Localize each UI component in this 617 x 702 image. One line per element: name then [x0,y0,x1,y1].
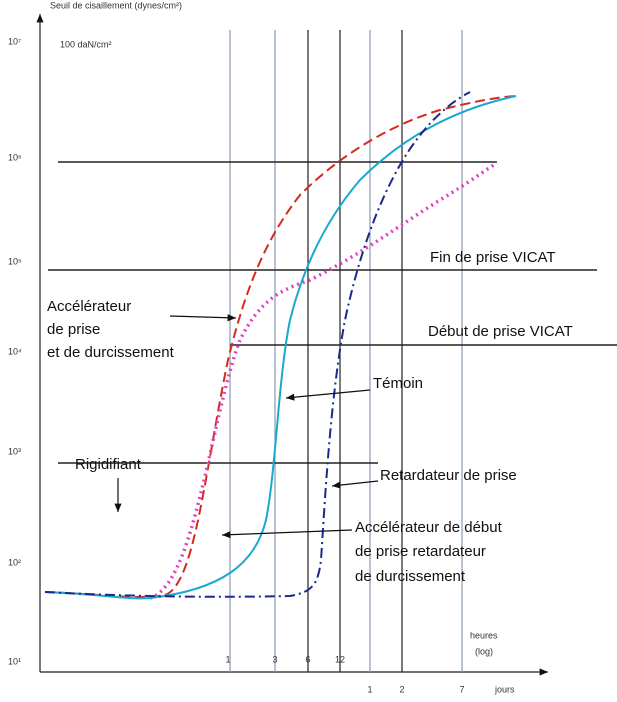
rigidifier-label: Rigidifiant [75,456,142,473]
x-hour-tick: 12 [335,654,345,664]
mixed-label: de prise retardateur [355,543,486,560]
retarder-label: Retardateur de prise [380,467,517,484]
arrow [331,480,379,489]
curve-retarder [44,91,471,598]
horizontal-lines [48,161,617,464]
y-tick-label: 10¹ [8,656,21,666]
x-hour-tick: 3 [272,654,277,664]
x-hour-tick: 6 [305,654,310,664]
y-tick-label: 10⁷ [8,36,21,46]
accelerator-label: de prise [47,321,100,338]
y-tick-label: 10² [8,557,21,567]
y-axis-title: Seuil de cisaillement (dynes/cm²) [50,0,182,10]
accelerator-label: Accélérateur [47,298,131,315]
x-hours-label: heures [470,630,498,640]
x-day-tick: 1 [367,684,372,694]
y-tick-label: 10³ [8,446,21,456]
x-day-tick: 2 [399,684,404,694]
x-hours-scale: (log) [475,646,493,656]
curve-rigidifier [149,161,498,600]
curve-control [44,95,517,600]
start-set-label: Début de prise VICAT [428,323,573,340]
y-tick-label: 10⁵ [8,256,22,266]
y-axis-note: 100 daN/cm² [60,39,112,49]
x-day-tick: 7 [459,684,464,694]
x-hour-tick: 1 [225,654,230,664]
y-tick-label: 10⁴ [8,346,22,356]
x-days-label: jours [494,684,515,694]
arrow [285,389,371,401]
end-set-label: Fin de prise VICAT [430,249,556,266]
accelerator-label: et de durcissement [47,344,175,361]
mixed-label: Accélérateur de début [355,519,503,536]
arrow [169,314,237,322]
control-label: Témoin [373,375,423,392]
y-tick-label: 10⁶ [8,152,22,162]
arrow [221,529,353,539]
mixed-label: de durcissement [355,568,466,585]
